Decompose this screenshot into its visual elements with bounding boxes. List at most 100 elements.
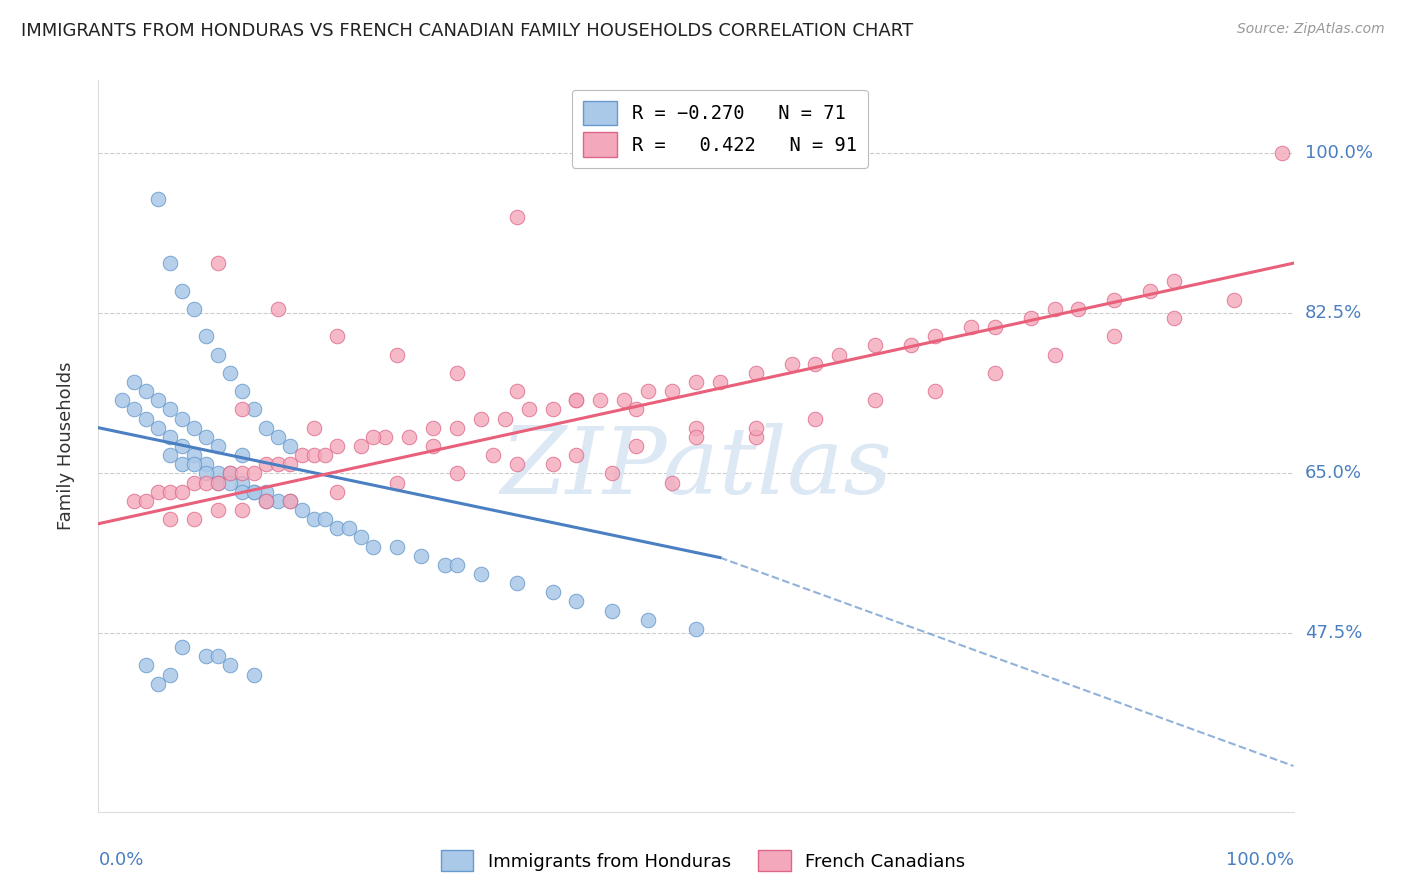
Point bbox=[278, 439, 301, 453]
Point bbox=[1163, 311, 1185, 326]
Point bbox=[984, 320, 1007, 334]
Point bbox=[231, 467, 253, 481]
Point bbox=[506, 457, 529, 471]
Point bbox=[207, 475, 229, 490]
Point bbox=[434, 558, 457, 572]
Point bbox=[243, 484, 266, 499]
Point bbox=[565, 448, 588, 462]
Point bbox=[124, 494, 146, 508]
Point bbox=[1271, 146, 1294, 161]
Point bbox=[565, 393, 588, 408]
Point bbox=[159, 256, 181, 270]
Point bbox=[541, 402, 564, 417]
Point bbox=[159, 402, 181, 417]
Point bbox=[626, 439, 648, 453]
Text: 100.0%: 100.0% bbox=[1226, 851, 1294, 869]
Point bbox=[661, 384, 683, 399]
Point bbox=[1104, 329, 1126, 343]
Point bbox=[1139, 284, 1161, 298]
Point bbox=[446, 366, 468, 380]
Point bbox=[195, 329, 218, 343]
Point bbox=[267, 457, 290, 471]
Point bbox=[148, 421, 170, 435]
Point bbox=[231, 484, 253, 499]
Point bbox=[219, 467, 242, 481]
Point bbox=[183, 421, 205, 435]
Point bbox=[565, 594, 588, 608]
Point bbox=[506, 384, 529, 399]
Point bbox=[148, 676, 170, 690]
Point bbox=[219, 658, 242, 673]
Point bbox=[231, 402, 253, 417]
Point bbox=[326, 439, 349, 453]
Point bbox=[254, 494, 277, 508]
Point bbox=[243, 667, 266, 681]
Point bbox=[207, 503, 229, 517]
Point bbox=[637, 613, 659, 627]
Point bbox=[1043, 301, 1066, 316]
Point bbox=[207, 347, 229, 362]
Point bbox=[470, 567, 492, 582]
Point bbox=[219, 366, 242, 380]
Point bbox=[517, 402, 540, 417]
Point bbox=[326, 484, 349, 499]
Point bbox=[183, 448, 205, 462]
Point bbox=[506, 211, 529, 225]
Text: IMMIGRANTS FROM HONDURAS VS FRENCH CANADIAN FAMILY HOUSEHOLDS CORRELATION CHART: IMMIGRANTS FROM HONDURAS VS FRENCH CANAD… bbox=[21, 22, 914, 40]
Text: ZIPatlas: ZIPatlas bbox=[501, 423, 891, 513]
Point bbox=[195, 475, 218, 490]
Point bbox=[565, 393, 588, 408]
Point bbox=[422, 439, 444, 453]
Point bbox=[254, 494, 277, 508]
Point bbox=[637, 384, 659, 399]
Point bbox=[1019, 311, 1042, 326]
Point bbox=[195, 430, 218, 444]
Legend: Immigrants from Honduras, French Canadians: Immigrants from Honduras, French Canadia… bbox=[433, 843, 973, 879]
Text: Source: ZipAtlas.com: Source: ZipAtlas.com bbox=[1237, 22, 1385, 37]
Point bbox=[159, 512, 181, 526]
Point bbox=[291, 448, 314, 462]
Point bbox=[685, 622, 707, 636]
Point bbox=[385, 475, 409, 490]
Point bbox=[589, 393, 612, 408]
Point bbox=[661, 475, 683, 490]
Point bbox=[183, 457, 205, 471]
Point bbox=[135, 411, 157, 425]
Point bbox=[363, 430, 385, 444]
Point bbox=[111, 393, 134, 408]
Point bbox=[291, 503, 314, 517]
Point bbox=[745, 430, 768, 444]
Point bbox=[900, 338, 922, 352]
Point bbox=[243, 402, 266, 417]
Point bbox=[231, 475, 253, 490]
Point bbox=[506, 576, 529, 591]
Point bbox=[315, 512, 337, 526]
Point bbox=[254, 484, 277, 499]
Point bbox=[159, 448, 181, 462]
Point bbox=[159, 484, 181, 499]
Point bbox=[207, 256, 229, 270]
Point bbox=[254, 421, 277, 435]
Point bbox=[411, 549, 433, 563]
Point bbox=[315, 448, 337, 462]
Text: 0.0%: 0.0% bbox=[98, 851, 143, 869]
Point bbox=[709, 375, 731, 389]
Point bbox=[446, 421, 468, 435]
Point bbox=[326, 521, 349, 535]
Point bbox=[865, 338, 887, 352]
Point bbox=[207, 649, 229, 664]
Point bbox=[960, 320, 983, 334]
Point bbox=[183, 475, 205, 490]
Point bbox=[804, 357, 827, 371]
Point bbox=[470, 411, 492, 425]
Point bbox=[195, 649, 218, 664]
Point bbox=[183, 512, 205, 526]
Point bbox=[231, 384, 253, 399]
Point bbox=[494, 411, 516, 425]
Point bbox=[172, 411, 194, 425]
Point bbox=[422, 421, 444, 435]
Point bbox=[231, 503, 253, 517]
Point bbox=[219, 467, 242, 481]
Point bbox=[385, 347, 409, 362]
Point bbox=[267, 430, 290, 444]
